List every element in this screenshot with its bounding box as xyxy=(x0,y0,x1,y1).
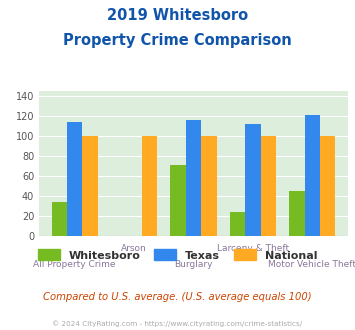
Bar xyxy=(142,136,157,236)
Bar xyxy=(320,136,335,236)
Text: Burglary: Burglary xyxy=(174,260,213,269)
Bar xyxy=(201,136,217,236)
Bar xyxy=(186,120,201,236)
Bar xyxy=(170,165,186,236)
Text: Property Crime Comparison: Property Crime Comparison xyxy=(63,33,292,48)
Bar xyxy=(51,202,67,236)
Bar xyxy=(82,136,98,236)
Bar xyxy=(230,212,245,236)
Bar xyxy=(305,115,320,236)
Bar xyxy=(245,124,261,236)
Text: All Property Crime: All Property Crime xyxy=(33,260,116,269)
Text: Arson: Arson xyxy=(121,244,147,253)
Text: Motor Vehicle Theft: Motor Vehicle Theft xyxy=(268,260,355,269)
Text: © 2024 CityRating.com - https://www.cityrating.com/crime-statistics/: © 2024 CityRating.com - https://www.city… xyxy=(53,321,302,327)
Legend: Whitesboro, Texas, National: Whitesboro, Texas, National xyxy=(33,245,322,265)
Text: Compared to U.S. average. (U.S. average equals 100): Compared to U.S. average. (U.S. average … xyxy=(43,292,312,302)
Bar xyxy=(289,191,305,236)
Bar xyxy=(67,122,82,236)
Text: Larceny & Theft: Larceny & Theft xyxy=(217,244,289,253)
Bar xyxy=(261,136,276,236)
Text: 2019 Whitesboro: 2019 Whitesboro xyxy=(107,8,248,23)
